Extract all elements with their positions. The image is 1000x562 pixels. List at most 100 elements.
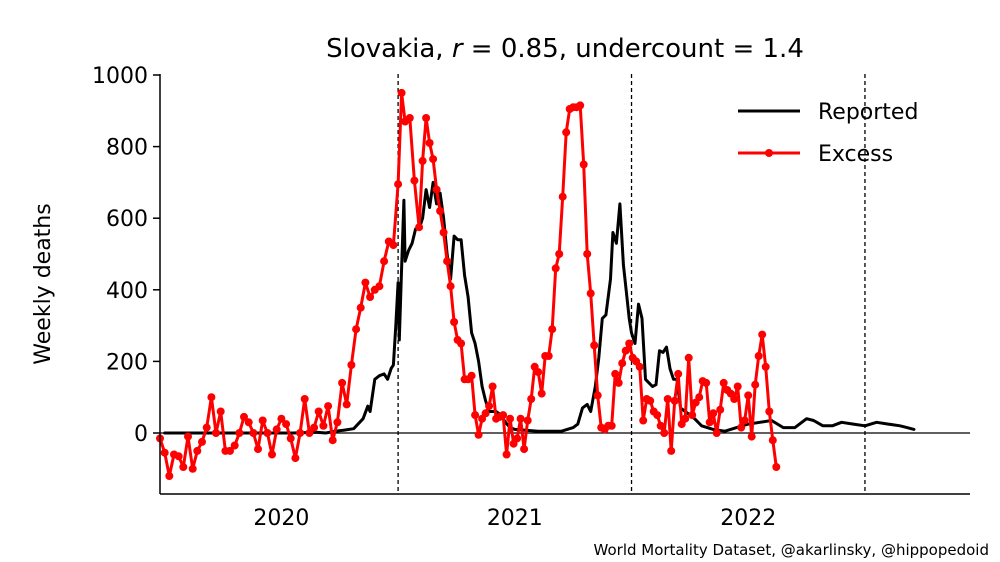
y-ticks: 0 200 400 600 800 1000 — [92, 64, 160, 447]
data-point-excess — [611, 369, 620, 378]
data-point-excess — [576, 101, 585, 110]
x-ticks: 2020 2021 2022 — [253, 506, 776, 531]
data-point-excess — [188, 464, 197, 473]
data-point-excess — [429, 155, 438, 164]
credit-text: World Mortality Dataset, @akarlinsky, @h… — [594, 541, 989, 559]
data-point-excess — [730, 395, 739, 403]
data-point-excess — [555, 250, 564, 258]
data-point-excess — [450, 318, 459, 326]
data-point-excess — [319, 421, 328, 430]
data-point-excess — [314, 407, 323, 416]
data-point-excess — [660, 429, 669, 437]
data-point-excess — [670, 396, 679, 405]
data-point-excess — [198, 437, 206, 446]
data-point-excess — [639, 416, 648, 425]
title-country: Slovakia, — [326, 34, 443, 64]
data-point-excess — [562, 128, 571, 137]
data-point-excess — [485, 402, 494, 411]
data-point-excess — [338, 378, 347, 387]
data-point-excess — [502, 450, 511, 459]
data-point-excess — [607, 421, 616, 430]
data-point-excess — [737, 423, 746, 432]
data-point-excess — [663, 395, 672, 403]
data-point-excess — [758, 330, 767, 339]
data-point-excess — [548, 325, 557, 334]
data-point-excess — [207, 393, 216, 402]
data-point-excess — [534, 368, 543, 377]
data-point-excess — [394, 180, 403, 189]
data-point-excess — [618, 359, 627, 368]
data-point-excess — [291, 454, 300, 463]
data-point-excess — [688, 411, 697, 420]
data-point-excess — [516, 414, 525, 423]
data-point-excess — [712, 429, 721, 437]
data-point-excess — [425, 139, 434, 147]
data-point-excess — [296, 429, 305, 437]
data-point-excess — [235, 429, 244, 437]
data-point-excess — [366, 293, 375, 301]
data-point-excess — [263, 429, 272, 437]
data-point-excess — [418, 156, 427, 165]
data-point-excess — [397, 88, 406, 97]
legend-marker-excess — [765, 149, 773, 157]
data-point-excess — [380, 257, 389, 266]
data-point-excess — [695, 393, 704, 402]
title-r-symbol: r — [452, 34, 465, 64]
data-point-excess — [558, 192, 567, 201]
data-point-excess — [422, 114, 431, 122]
series-layer — [156, 88, 916, 480]
data-point-excess — [415, 223, 424, 232]
data-point-excess — [310, 423, 319, 432]
data-point-excess — [286, 434, 295, 443]
y-tick-label: 400 — [106, 279, 148, 304]
data-point-excess — [544, 352, 553, 360]
data-point-excess — [499, 411, 508, 420]
data-point-excess — [761, 362, 770, 371]
y-tick-label: 0 — [134, 422, 148, 447]
data-point-excess — [457, 339, 466, 348]
data-point-excess — [333, 418, 342, 427]
data-point-excess — [432, 185, 441, 194]
data-point-excess — [249, 429, 258, 437]
data-point-excess — [375, 282, 384, 291]
data-point-excess — [268, 450, 276, 459]
data-point-excess — [352, 325, 361, 334]
x-tick-label: 2022 — [720, 506, 776, 531]
data-point-excess — [474, 430, 483, 439]
data-point-excess — [646, 396, 655, 405]
data-point-excess — [446, 282, 455, 291]
data-point-excess — [356, 303, 365, 312]
data-point-excess — [305, 429, 314, 437]
chart-title: Slovakia, r = 0.85, undercount = 1.4 — [326, 34, 804, 64]
data-point-excess — [342, 400, 351, 409]
y-axis: 0 200 400 600 800 1000 — [92, 64, 161, 494]
data-point-excess — [244, 418, 253, 427]
data-point-excess — [184, 432, 192, 441]
data-point-excess — [467, 371, 476, 380]
data-point-excess — [593, 391, 602, 400]
data-point-excess — [754, 352, 763, 360]
data-point-excess — [747, 432, 756, 441]
data-point-excess — [614, 378, 623, 387]
data-point-excess — [719, 378, 728, 387]
data-point-excess — [230, 441, 239, 450]
data-point-excess — [621, 346, 630, 355]
data-point-excess — [768, 436, 777, 445]
data-point-excess — [179, 463, 188, 471]
data-point-excess — [328, 436, 337, 445]
data-point-excess — [520, 445, 529, 454]
data-point-excess — [740, 416, 749, 425]
data-point-excess — [653, 411, 662, 420]
data-point-excess — [282, 420, 291, 429]
x-tick-label: 2021 — [487, 506, 543, 531]
data-point-excess — [635, 362, 644, 371]
data-point-excess — [625, 339, 634, 348]
legend-label-reported: Reported — [818, 100, 918, 125]
data-point-excess — [300, 395, 309, 403]
data-point-excess — [272, 425, 281, 434]
data-point-excess — [324, 402, 333, 411]
data-point-excess — [347, 361, 356, 369]
data-point-excess — [765, 407, 774, 416]
data-point-excess — [667, 446, 676, 455]
